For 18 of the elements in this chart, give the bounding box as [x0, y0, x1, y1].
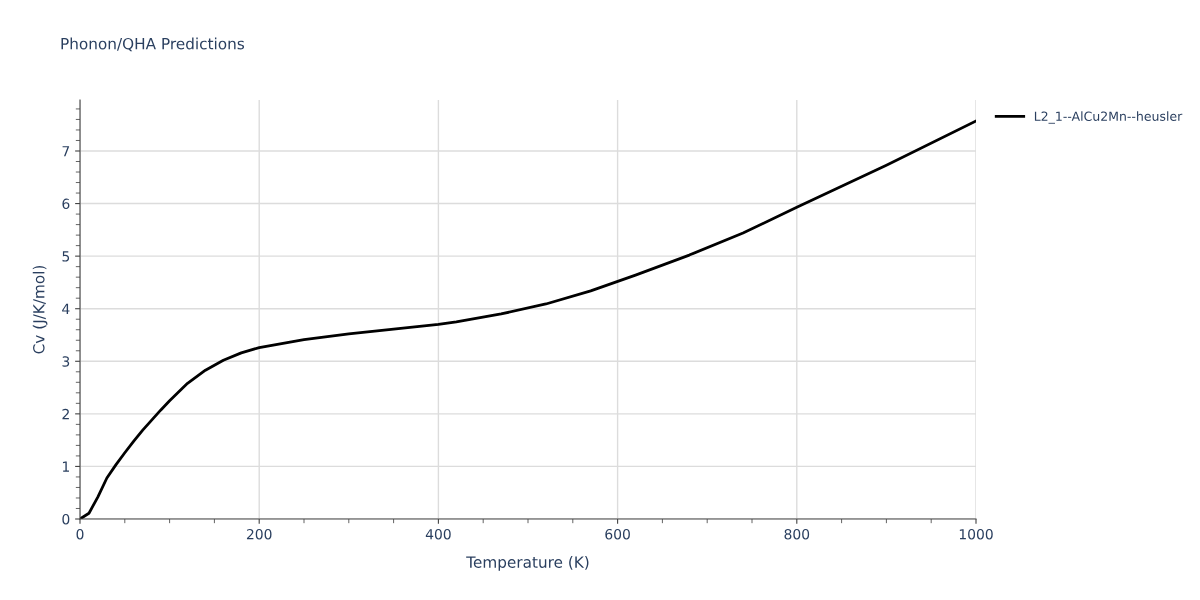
y-tick-label: 4	[62, 303, 70, 314]
y-tick-label: 7	[62, 146, 70, 157]
y-tick-label: 2	[62, 408, 69, 420]
x-tick-label: 800	[784, 528, 810, 540]
x-tick-label: 400	[425, 528, 451, 540]
y-tick-label: 5	[62, 251, 70, 262]
x-tick-label: 0	[76, 528, 84, 540]
x-tick-label: 1000	[959, 528, 993, 540]
legend-label: L2_1--AlCu2Mn--heusler	[1034, 111, 1183, 124]
y-tick-label: 6	[62, 198, 70, 210]
x-axis-title: Temperature (K)	[466, 556, 589, 571]
x-tick-label: 600	[605, 528, 630, 540]
y-tick-label: 0	[62, 513, 70, 525]
y-axis-title: Cv (J/K/mol)	[32, 265, 48, 354]
x-tick-label: 200	[246, 528, 272, 540]
chart-title: Phonon/QHA Predictions	[61, 37, 245, 52]
y-tick-label: 3	[62, 356, 70, 367]
y-tick-label: 1	[62, 461, 69, 472]
